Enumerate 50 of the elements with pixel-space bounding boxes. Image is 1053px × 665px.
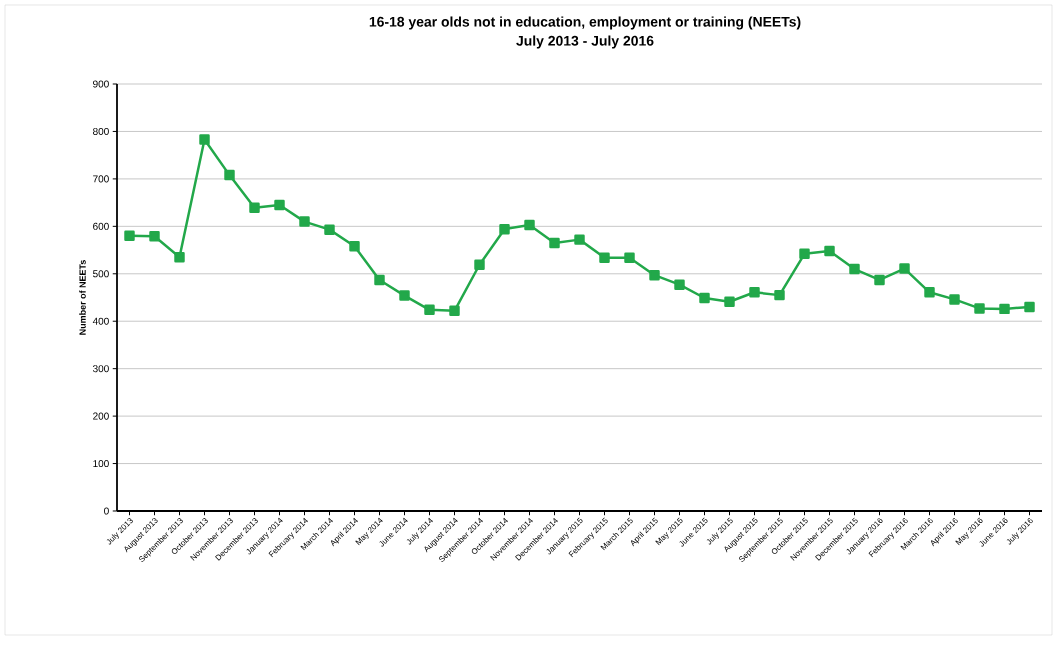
y-tick-label: 0 — [104, 507, 109, 515]
point — [474, 259, 485, 270]
point — [624, 252, 635, 263]
y-tick-label: 500 — [93, 270, 109, 278]
point — [549, 237, 560, 249]
y-tick-label: 700 — [93, 175, 109, 183]
point — [1024, 301, 1035, 313]
y-tick-label: 800 — [93, 127, 109, 135]
point — [424, 304, 435, 316]
point — [599, 252, 610, 263]
point — [399, 290, 410, 301]
point — [724, 296, 735, 308]
point — [874, 274, 885, 286]
point — [999, 303, 1010, 315]
point — [649, 269, 660, 281]
point — [199, 134, 210, 145]
point — [174, 251, 185, 263]
point — [349, 241, 360, 252]
point — [974, 303, 985, 314]
point — [224, 169, 235, 181]
point — [499, 223, 510, 235]
point — [249, 202, 260, 214]
y-tick-label: 300 — [92, 365, 109, 373]
chart-subtitle: July 2013 - July 2016 — [516, 35, 654, 49]
point — [524, 219, 535, 231]
point — [324, 224, 335, 235]
point — [149, 231, 160, 242]
y-axis-title: Number of NEETs — [79, 260, 86, 335]
y-tick-label: 400 — [92, 317, 109, 325]
point — [899, 263, 910, 274]
point — [699, 292, 710, 304]
point — [374, 274, 385, 286]
point — [799, 248, 810, 260]
y-tick-label: 100 — [93, 460, 109, 468]
y-tick-label: 900 — [93, 80, 109, 88]
point — [274, 199, 285, 211]
y-tick-label: 200 — [93, 412, 109, 420]
point — [124, 230, 135, 242]
point — [849, 263, 860, 275]
chart-title: 16-18 year olds not in education, employment or training (NEETs) — [369, 16, 801, 30]
y-tick-label: 600 — [93, 222, 109, 230]
point — [949, 294, 960, 305]
point — [299, 216, 310, 227]
point — [924, 287, 935, 298]
point — [749, 287, 760, 298]
point — [449, 305, 460, 317]
point — [824, 245, 835, 257]
point — [674, 279, 685, 290]
point — [774, 289, 785, 301]
point — [574, 234, 585, 245]
